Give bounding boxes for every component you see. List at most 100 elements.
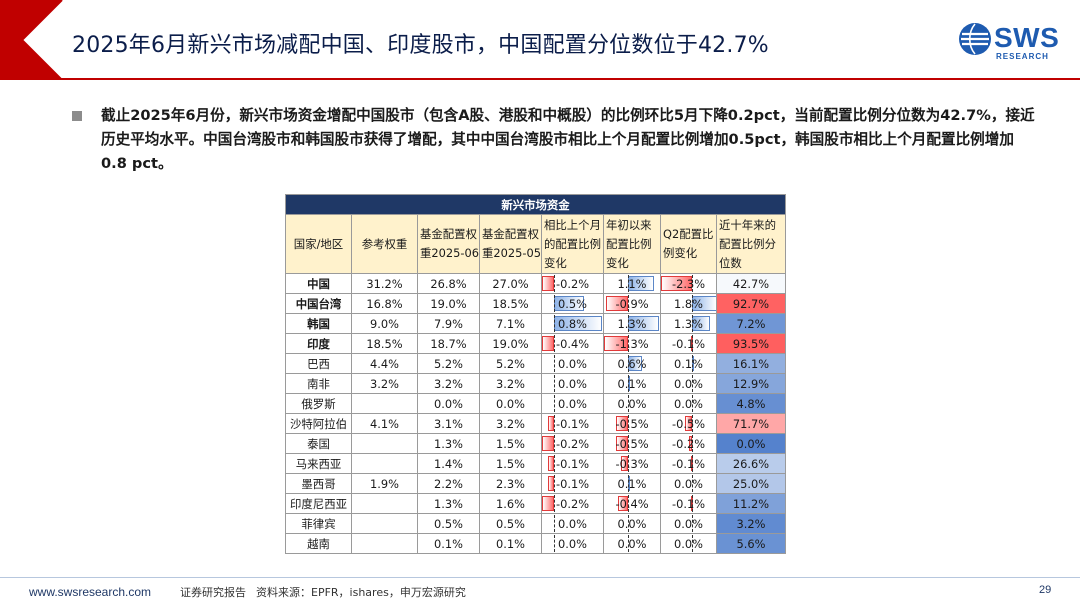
data-bar [604,336,628,351]
change-value: -0.2% [555,496,590,511]
data-bar [542,436,554,451]
change-value: -1.3% [615,336,649,351]
change-value: -0.1% [671,496,706,511]
summary-paragraph: 截止2025年6月份，新兴市场资金增配中国股市（包含A股、港股和中概股）的比例环… [101,107,1035,172]
weight-2025-05: 19.0% [479,333,542,354]
change-cell: -0.1% [660,453,717,474]
change-value: -0.2% [671,436,706,451]
change-value: -0.5% [615,436,649,451]
change-value: 0.1% [617,376,647,391]
footer-divider [0,577,1080,578]
header-divider [0,78,1080,80]
change-value: 0.1% [674,356,703,371]
change-value: -2.3% [671,276,706,291]
percentile-cell: 93.5% [716,333,786,354]
percentile-cell: 25.0% [716,473,786,494]
data-bar [548,456,554,471]
country-name: 越南 [285,533,352,554]
change-cell: 1.3% [660,313,717,334]
data-bar [542,336,554,351]
page-number: 29 [1039,584,1052,596]
column-header: 国家/地区 [285,214,352,274]
weight-2025-05: 3.2% [479,413,542,434]
country-name: 墨西哥 [285,473,352,494]
change-value: -0.2% [555,436,590,451]
change-cell: 0.0% [541,373,604,394]
globe-icon [959,23,991,55]
data-bar [689,436,692,451]
data-bar [616,416,628,431]
table-row: 菲律宾 0.5% 0.5% 0.0% 0.0% 0.0% 3.2% [285,513,786,534]
weight-2025-06: 26.8% [417,273,480,294]
change-value: 0.0% [674,536,703,551]
percentile-cell: 11.2% [716,493,786,514]
sws-logo: SWS RESEARCH [958,20,1068,64]
allocation-table: 新兴市场资金 国家/地区 参考权重 基金配置权重2025-06 基金配置权重2025-… [285,194,786,554]
change-value: 1.3% [674,316,703,331]
footer-website-link[interactable]: www.swsresearch.com [29,585,152,599]
change-value: -0.4% [615,496,649,511]
weight-2025-06: 19.0% [417,293,480,314]
change-value: 0.0% [558,516,587,531]
weight-2025-05: 5.2% [479,353,542,374]
change-value: 0.0% [674,516,703,531]
table-caption: 新兴市场资金 [285,194,786,215]
change-cell: 0.0% [660,373,717,394]
country-name: 菲律宾 [285,513,352,534]
reference-weight: 18.5% [351,333,418,354]
weight-2025-06: 18.7% [417,333,480,354]
change-value: 0.6% [617,356,647,371]
change-value: -0.2% [555,276,590,291]
column-header: 近十年来的配置比例分位数 [716,214,786,274]
change-value: -0.1% [555,456,590,471]
change-cell: 0.1% [660,353,717,374]
weight-2025-05: 18.5% [479,293,542,314]
change-value: 0.0% [558,536,587,551]
change-value: 0.0% [558,356,587,371]
change-cell: 0.1% [603,373,661,394]
logo-wordmark: SWS [994,22,1060,53]
percentile-cell: 0.0% [716,433,786,454]
change-cell: -0.1% [660,493,717,514]
change-cell: 0.0% [603,533,661,554]
change-cell: 0.0% [541,353,604,374]
change-cell: 1.1% [603,273,661,294]
percentile-cell: 92.7% [716,293,786,314]
change-value: -0.1% [555,476,590,491]
change-cell: -0.5% [603,413,661,434]
reference-weight: 31.2% [351,273,418,294]
change-cell: -0.4% [541,333,604,354]
change-cell: -0.2% [541,493,604,514]
table-row: 俄罗斯 0.0% 0.0% 0.0% 0.0% 0.0% 4.8% [285,393,786,414]
change-cell: -0.1% [541,453,604,474]
change-value: 0.1% [617,476,647,491]
weight-2025-05: 0.5% [479,513,542,534]
change-value: -0.4% [555,336,590,351]
reference-weight [351,433,418,454]
reference-weight: 16.8% [351,293,418,314]
weight-2025-06: 1.4% [417,453,480,474]
change-cell: 0.0% [660,513,717,534]
reference-weight [351,493,418,514]
change-cell: 0.1% [603,473,661,494]
change-cell: -2.3% [660,273,717,294]
weight-2025-05: 1.5% [479,453,542,474]
bullet-square-icon [72,111,82,121]
data-bar [661,276,692,291]
country-name: 韩国 [285,313,352,334]
change-cell: 0.0% [660,533,717,554]
table-row: 中国台湾 16.8% 19.0% 18.5% 0.5% -0.9% 1.8% 92.7% [285,293,786,314]
change-value: 0.8% [558,316,587,331]
data-bar [548,476,554,491]
column-header: 基金配置权重2025-06 [417,214,480,274]
change-value: 0.0% [674,396,703,411]
percentile-cell: 16.1% [716,353,786,374]
data-bar [685,416,692,431]
change-cell: 0.0% [541,513,604,534]
change-value: -0.1% [671,336,706,351]
reference-weight [351,513,418,534]
weight-2025-06: 0.1% [417,533,480,554]
change-value: 0.0% [617,516,647,531]
percentile-cell: 7.2% [716,313,786,334]
change-cell: 0.0% [660,473,717,494]
